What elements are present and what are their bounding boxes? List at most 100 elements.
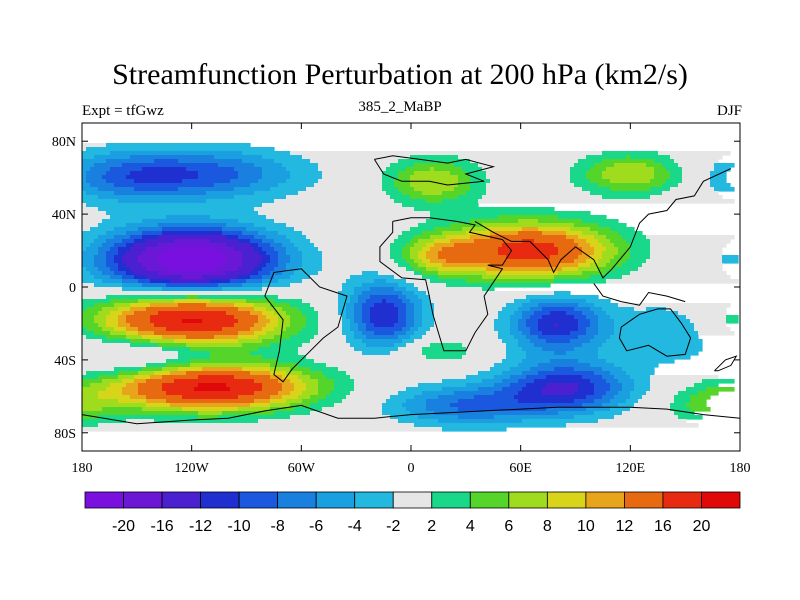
contour-cell	[174, 299, 211, 304]
contour-cell	[222, 251, 243, 256]
contour-cell	[242, 251, 259, 256]
contour-cell	[114, 327, 127, 332]
contour-cell	[542, 315, 575, 320]
contour-cell	[186, 167, 235, 172]
contour-cell	[578, 255, 591, 260]
contour-cell	[82, 299, 111, 304]
contour-cell	[634, 403, 671, 408]
contour-cell	[418, 327, 431, 332]
contour-cell	[602, 171, 655, 176]
contour-cell	[286, 235, 307, 240]
contour-cell	[606, 279, 739, 284]
contour-cell	[314, 243, 391, 248]
contour-cell	[238, 239, 251, 244]
contour-cell	[386, 399, 407, 404]
contour-cell	[302, 279, 347, 284]
contour-cell	[586, 259, 599, 264]
contour-cell	[438, 267, 487, 272]
contour-cell	[434, 167, 463, 172]
contour-cell	[394, 275, 423, 280]
y-axis: 80N 40N 0 40S 80S	[52, 135, 740, 442]
contour-cell	[426, 243, 435, 248]
contour-cell	[130, 171, 199, 176]
contour-cell	[574, 183, 599, 188]
contour-cell	[406, 167, 431, 172]
contour-cell	[610, 227, 635, 232]
contour-cell	[86, 175, 103, 180]
contour-cell	[234, 375, 271, 380]
contour-cell	[294, 227, 411, 232]
contour-cell	[94, 331, 111, 336]
contour-cell	[470, 235, 491, 240]
contour-cell	[86, 191, 115, 196]
contour-cell	[650, 375, 719, 380]
contour-cell	[570, 339, 591, 344]
contour-cell	[278, 231, 303, 236]
contour-cell	[482, 195, 603, 200]
contour-cell	[402, 255, 411, 260]
contour-cell	[106, 259, 115, 264]
colorbar-swatch	[354, 491, 394, 509]
contour-cell	[82, 411, 199, 416]
contour-cell	[126, 175, 199, 180]
contour-cell	[538, 363, 591, 368]
contour-cell	[134, 239, 147, 244]
contour-cell	[422, 311, 435, 316]
contour-cell	[82, 211, 107, 216]
contour-cell	[578, 387, 595, 392]
coastline	[379, 217, 513, 352]
contour-cell	[346, 395, 391, 400]
contour-cell	[130, 155, 215, 160]
contour-cell	[90, 183, 115, 188]
contour-cell	[274, 159, 311, 164]
contour-cell	[266, 227, 295, 232]
contour-cell	[434, 303, 507, 308]
contour-cell	[250, 239, 263, 244]
contour-cell	[342, 315, 347, 320]
contour-cell	[362, 319, 371, 324]
contour-cell	[362, 307, 371, 312]
contour-cell	[582, 403, 603, 408]
contour-cell	[290, 315, 307, 320]
contour-cell	[410, 299, 423, 304]
contour-cell	[258, 347, 299, 352]
contour-cell	[506, 347, 523, 352]
contour-cell	[106, 211, 259, 216]
contour-cell	[358, 323, 367, 328]
contour-cell	[410, 251, 419, 256]
contour-cell	[270, 395, 283, 400]
contour-cell	[574, 391, 595, 396]
contour-cell	[602, 159, 655, 164]
contour-cell	[386, 167, 407, 172]
contour-cell	[90, 227, 115, 232]
contour-cell	[678, 391, 699, 396]
contour-cell	[114, 227, 139, 232]
contour-cell	[594, 303, 619, 308]
contour-cell	[598, 351, 699, 356]
contour-cell	[350, 327, 359, 332]
contour-cell	[390, 247, 403, 252]
contour-cell	[82, 255, 95, 260]
contour-cell	[422, 275, 439, 280]
contour-cell	[678, 311, 727, 316]
contour-cell	[242, 367, 271, 372]
contour-cell	[234, 167, 263, 172]
contour-cell	[338, 307, 347, 312]
contour-cell	[690, 399, 707, 404]
colorbar-swatch	[508, 491, 548, 509]
contour-cell	[662, 183, 679, 188]
contour-cell	[262, 311, 275, 316]
contour-cell	[178, 159, 243, 164]
contour-cell	[650, 239, 731, 244]
contour-cell	[382, 407, 407, 412]
contour-cell	[354, 387, 407, 392]
contour-cell	[430, 167, 435, 172]
contour-cell	[382, 299, 387, 304]
contour-cell	[522, 311, 535, 316]
contour-cell	[338, 295, 351, 300]
contour-cell	[114, 183, 215, 188]
contour-cell	[282, 271, 295, 276]
contour-cell	[98, 235, 115, 240]
contour-cell	[290, 283, 343, 288]
contour-cell	[430, 327, 495, 332]
